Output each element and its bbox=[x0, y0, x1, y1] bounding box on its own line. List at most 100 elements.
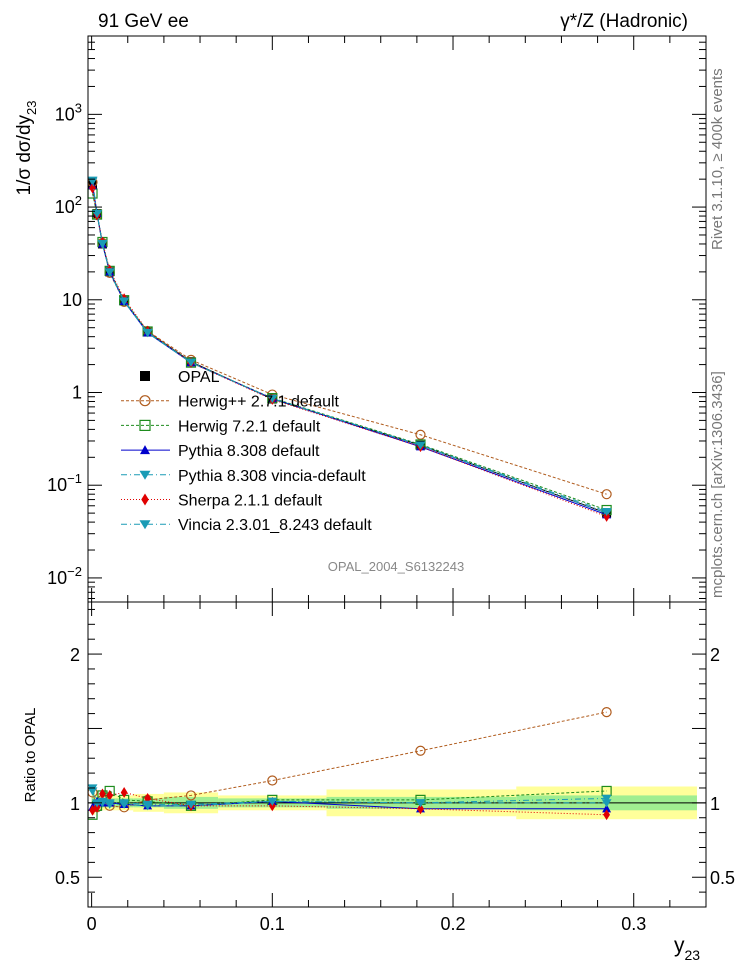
main-ytick-exponent: 3 bbox=[75, 100, 82, 115]
ratio-xtick-label: 0.1 bbox=[260, 914, 285, 934]
header-left: 91 GeV ee bbox=[98, 11, 189, 32]
ratio-ylabel: Ratio to OPAL bbox=[22, 708, 39, 803]
main-ytick-label: 10−1 bbox=[47, 471, 82, 495]
main-series-2-line bbox=[92, 193, 607, 511]
analysis-label: OPAL_2004_S6132243 bbox=[328, 559, 464, 574]
ratio-series-5-point bbox=[119, 799, 130, 808]
legend-label: Pythia 8.308 vincia-default bbox=[178, 468, 366, 485]
main-series-1-line bbox=[92, 182, 607, 495]
xlabel-sub: 23 bbox=[685, 947, 701, 963]
ratio-series-3-point bbox=[601, 799, 612, 808]
ratio-series-4-point bbox=[120, 787, 128, 798]
main-ytick-label: 103 bbox=[55, 100, 82, 124]
legend-item: Pythia 8.308 default bbox=[121, 443, 320, 460]
legend-item: Herwig 7.2.1 default bbox=[121, 418, 321, 435]
ratio-series-4-point bbox=[417, 803, 424, 815]
main-series-6-point bbox=[267, 394, 278, 404]
mcplots-label: mcplots.cern.ch [arXiv:1306.3436] bbox=[709, 371, 726, 598]
ratio-series-0-point bbox=[185, 790, 197, 801]
main-series-group bbox=[87, 176, 612, 522]
legend-label: Sherpa 2.1.1 default bbox=[178, 493, 323, 510]
legend-label: Herwig++ 2.7.1 default bbox=[178, 394, 340, 411]
main-ytick-label: 102 bbox=[55, 193, 82, 217]
ratio-series-5-point bbox=[415, 799, 426, 808]
main-series-5-point bbox=[89, 182, 96, 194]
ratio-series-4-point bbox=[603, 809, 610, 821]
legend-item: Pythia 8.308 vincia-default bbox=[121, 468, 366, 485]
legend-marker bbox=[139, 520, 151, 530]
main-ytick-mantissa: 10 bbox=[47, 568, 67, 588]
main-series-6-point bbox=[601, 507, 612, 517]
xlabel-text: y bbox=[674, 934, 685, 957]
ratio-ytick-label-left: 1 bbox=[70, 794, 80, 814]
ratio-series-4-point bbox=[106, 790, 114, 801]
ratio-series-2-point bbox=[602, 804, 612, 813]
ratio-ytick-label-left: 0.5 bbox=[55, 868, 80, 888]
ratio-frame bbox=[87, 601, 707, 908]
main-series-6-point bbox=[87, 176, 98, 185]
ratio-series-5-point bbox=[97, 797, 108, 806]
main-series-6-point bbox=[104, 268, 115, 277]
ratio-xtick-label: 0 bbox=[87, 914, 97, 934]
header-right: γ*/Z (Hadronic) bbox=[560, 11, 688, 32]
main-series-6-line bbox=[92, 180, 607, 513]
main-ylabel-text: 1/σ dσ/dy bbox=[14, 114, 35, 195]
main-series-1-point bbox=[601, 489, 612, 500]
main-series-6-point bbox=[92, 210, 102, 219]
xlabel: y23 bbox=[674, 934, 700, 963]
legend: OPAL Herwig++ 2.7.1 default Herwig 7.2.1 d… bbox=[121, 369, 372, 534]
main-ytick-label: 1 bbox=[72, 382, 82, 402]
svg-text:1/σ dσ/dy23: 1/σ dσ/dy23 bbox=[14, 101, 39, 196]
legend-item: Vincia 2.3.01_8.243 default bbox=[121, 517, 372, 534]
main-ylabel: 1/σ dσ/dy23 bbox=[14, 101, 39, 196]
legend-label: Herwig 7.2.1 default bbox=[178, 418, 321, 435]
main-ytick-mantissa: 1 bbox=[72, 382, 82, 402]
main-series-5-line bbox=[92, 188, 607, 517]
main-ytick-mantissa: 10 bbox=[55, 104, 75, 124]
ratio-series-5-point bbox=[186, 800, 196, 809]
ratio-ytick-label-right: 2 bbox=[710, 645, 720, 665]
ratio-series-0-point bbox=[415, 745, 426, 756]
ratio-series-0-point bbox=[267, 775, 278, 786]
main-ytick-label: 10 bbox=[62, 290, 82, 310]
legend-marker bbox=[139, 395, 151, 407]
legend-label: Vincia 2.3.01_8.243 default bbox=[178, 517, 372, 534]
legend-item: OPAL bbox=[140, 369, 220, 386]
main-ytick-exponent: −2 bbox=[67, 564, 82, 579]
legend-label: OPAL bbox=[178, 369, 220, 386]
legend-marker bbox=[139, 470, 151, 480]
main-ytick-mantissa: 10 bbox=[47, 475, 67, 495]
ratio-xtick-label: 0.2 bbox=[441, 914, 466, 934]
main-series-1-point bbox=[415, 429, 426, 440]
rivet-label: Rivet 3.1.10, ≥ 400k events bbox=[709, 68, 726, 250]
main-series-3-line bbox=[92, 185, 607, 516]
legend-item: Herwig++ 2.7.1 default bbox=[121, 394, 340, 411]
ratio-ytick-label-right: 0.5 bbox=[710, 868, 735, 888]
main-series-6-point bbox=[415, 441, 426, 450]
main-ytick-label: 10−2 bbox=[47, 564, 82, 588]
ratio-series-5-point bbox=[104, 799, 115, 808]
main-ytick-mantissa: 10 bbox=[62, 290, 82, 310]
main-series-6-point bbox=[186, 358, 196, 367]
legend-marker bbox=[141, 493, 149, 506]
main-ytick-mantissa: 10 bbox=[55, 197, 75, 217]
legend-marker bbox=[140, 371, 150, 381]
ratio-series-4-point bbox=[99, 788, 106, 800]
legend-marker bbox=[140, 445, 150, 455]
ratio-ytick-label-right: 1 bbox=[710, 794, 720, 814]
main-series-6-point bbox=[119, 297, 130, 306]
legend-marker bbox=[139, 419, 151, 431]
main-series-5-point bbox=[603, 511, 610, 522]
legend-item: Sherpa 2.1.1 default bbox=[121, 493, 323, 510]
main-ylabel-sub: 23 bbox=[24, 101, 39, 115]
ratio-series-0-point bbox=[601, 706, 612, 718]
legend-label: Pythia 8.308 default bbox=[178, 443, 320, 460]
ratio-series-5-point bbox=[267, 797, 278, 806]
main-series-6-point bbox=[97, 239, 108, 248]
main-series-6-point bbox=[142, 328, 153, 337]
ratio-series-5-point bbox=[142, 800, 153, 809]
main-ytick-exponent: −1 bbox=[67, 471, 82, 486]
main-series-0-line bbox=[92, 184, 607, 514]
